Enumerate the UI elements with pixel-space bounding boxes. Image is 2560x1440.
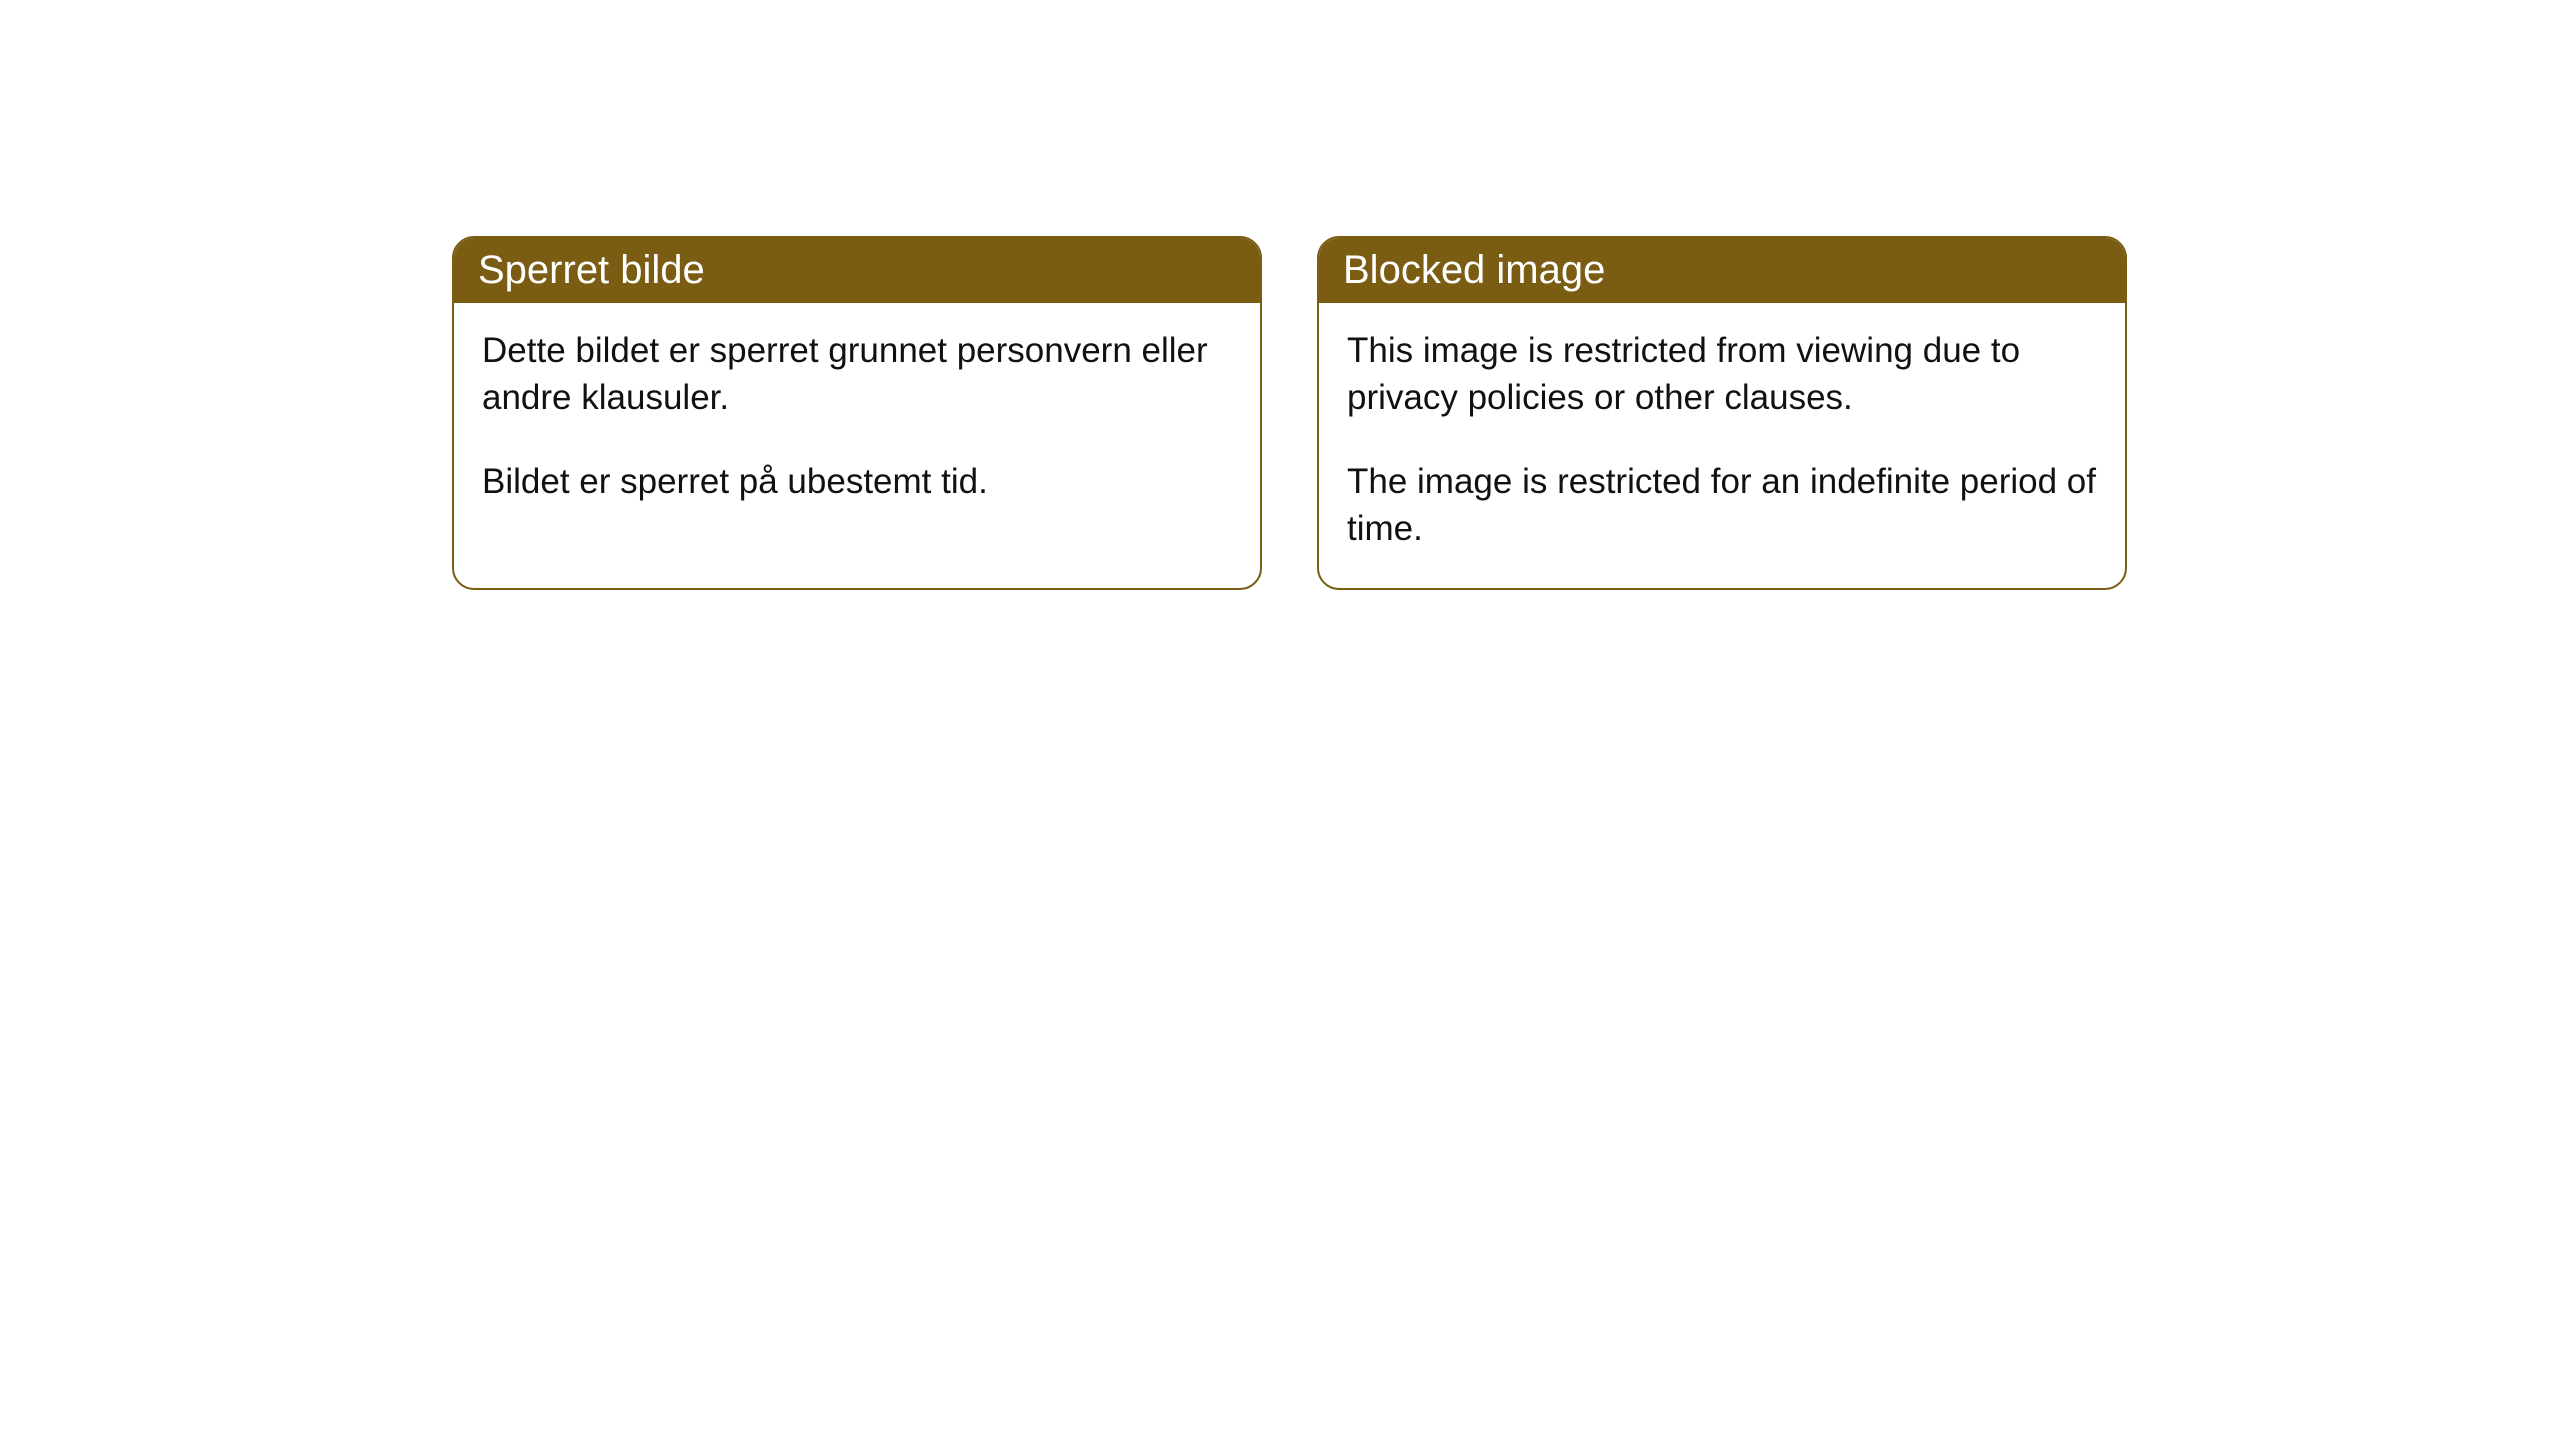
blocked-image-card-en: Blocked image This image is restricted f… — [1317, 236, 2127, 590]
card-paragraph: Dette bildet er sperret grunnet personve… — [482, 327, 1232, 422]
notification-cards-row: Sperret bilde Dette bildet er sperret gr… — [452, 236, 2560, 590]
card-paragraph: The image is restricted for an indefinit… — [1347, 458, 2097, 553]
card-body-nb: Dette bildet er sperret grunnet personve… — [454, 303, 1260, 541]
card-body-en: This image is restricted from viewing du… — [1319, 303, 2125, 588]
card-title-en: Blocked image — [1343, 248, 1605, 292]
blocked-image-card-nb: Sperret bilde Dette bildet er sperret gr… — [452, 236, 1262, 590]
card-title-nb: Sperret bilde — [478, 248, 705, 292]
card-header-en: Blocked image — [1319, 238, 2125, 303]
card-paragraph: Bildet er sperret på ubestemt tid. — [482, 458, 1232, 505]
card-paragraph: This image is restricted from viewing du… — [1347, 327, 2097, 422]
card-header-nb: Sperret bilde — [454, 238, 1260, 303]
